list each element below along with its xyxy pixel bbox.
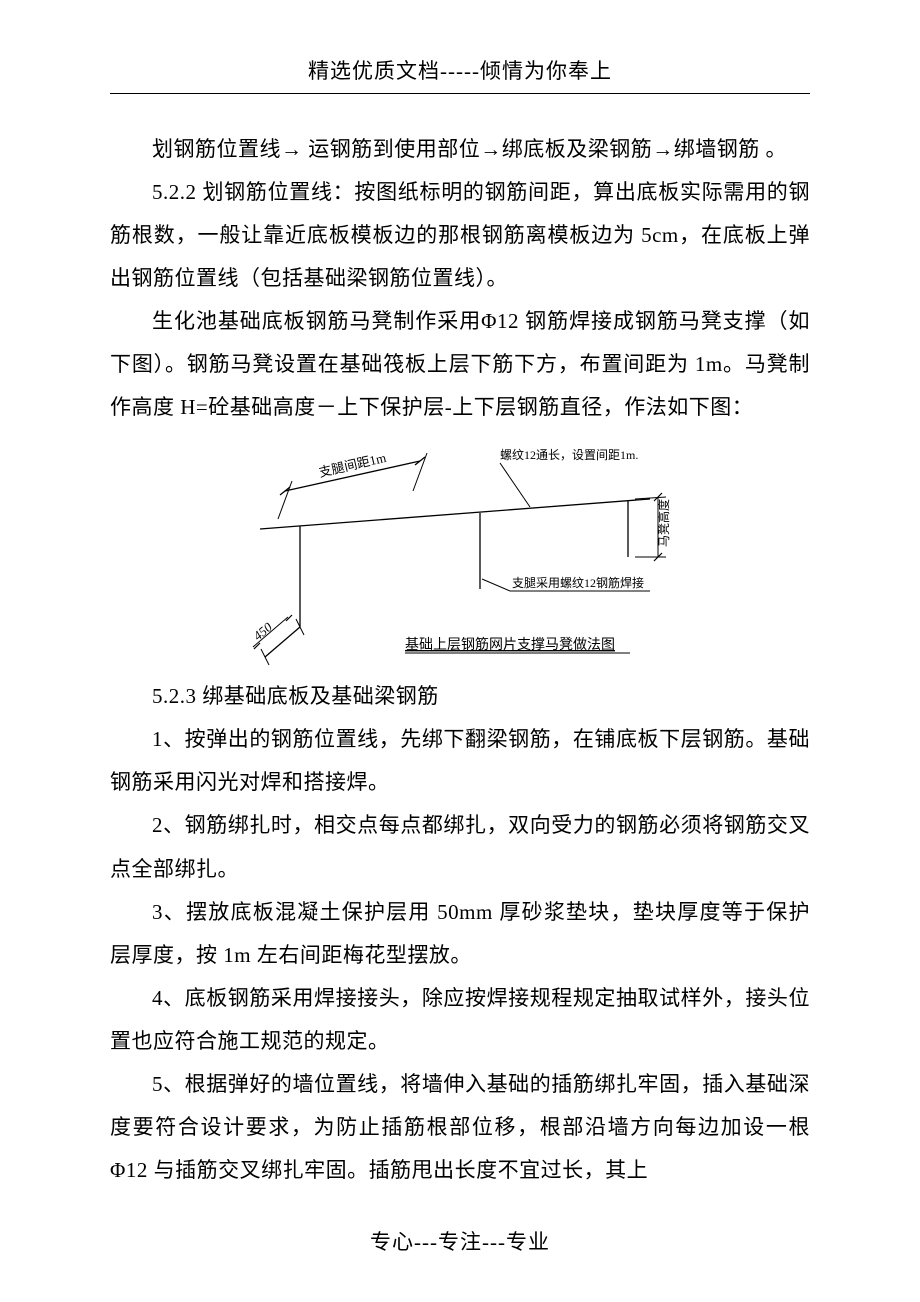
dim-right-top xyxy=(635,497,666,499)
diagram-title: 基础上层钢筋网片支撑马凳做法图 xyxy=(405,636,615,653)
page-header: 精选优质文档-----倾情为你奉上 xyxy=(110,55,810,94)
leader-mid xyxy=(482,579,510,591)
foot-tick2 xyxy=(261,649,269,665)
header-text: 精选优质文档-----倾情为你奉上 xyxy=(308,59,612,83)
paragraph: 生化池基础底板钢筋马凳制作采用Φ12 钢筋焊接成钢筋马凳支撑（如下图）。钢筋马凳… xyxy=(110,300,810,429)
paragraph: 1、按弹出的钢筋位置线，先绑下翻梁钢筋，在铺底板下层钢筋。基础钢筋采用闪光对焊和… xyxy=(110,718,810,804)
label-thread-top: 螺纹12通长，设置间距1m. xyxy=(500,448,638,462)
label-leg-weld: 支腿采用螺纹12钢筋焊接 xyxy=(512,575,644,590)
dim-tick-right xyxy=(413,453,427,491)
paragraph: 3、摆放底板混凝土保护层用 50mm 厚砂浆垫块，垫块厚度等于保护层厚度，按 1… xyxy=(110,891,810,977)
paragraph: 5.2.2 划钢筋位置线：按图纸标明的钢筋间距，算出底板实际需用的钢筋根数，一般… xyxy=(110,171,810,300)
paragraph: 4、底板钢筋采用焊接接头，除应按焊接规程规定抽取试样外，接头位置也应符合施工规范… xyxy=(110,977,810,1063)
dim-tick-left xyxy=(278,481,292,519)
label-height: 马凳高度 xyxy=(656,499,671,547)
rebar-stool-diagram: 支腿间距1m 螺纹12通长，设置间距1m. 马凳高度 支腿采用螺纹12钢筋焊接 xyxy=(230,439,690,669)
paragraph: 5.2.3 绑基础底板及基础梁钢筋 xyxy=(110,675,810,718)
footer-text: 专心---专注---专业 xyxy=(370,1230,550,1254)
body-text: 划钢筋位置线→ 运钢筋到使用部位→绑底板及梁钢筋→绑墙钢筋 。 5.2.2 划钢… xyxy=(110,128,810,429)
page-container: 精选优质文档-----倾情为你奉上 划钢筋位置线→ 运钢筋到使用部位→绑底板及梁… xyxy=(0,0,920,1192)
label-450: 450 xyxy=(250,619,275,643)
paragraph: 5、根据弹好的墙位置线，将墙伸入基础的插筋绑扎牢固，插入基础深度要符合设计要求，… xyxy=(110,1063,810,1192)
main-bar xyxy=(260,499,650,529)
diagram-container: 支腿间距1m 螺纹12通长，设置间距1m. 马凳高度 支腿采用螺纹12钢筋焊接 xyxy=(110,439,810,669)
paragraph: 划钢筋位置线→ 运钢筋到使用部位→绑底板及梁钢筋→绑墙钢筋 。 xyxy=(110,128,810,171)
page-footer: 专心---专注---专业 xyxy=(0,1226,920,1256)
leader-top-right xyxy=(500,463,530,507)
body-text-2: 5.2.3 绑基础底板及基础梁钢筋 1、按弹出的钢筋位置线，先绑下翻梁钢筋，在铺… xyxy=(110,675,810,1192)
paragraph: 2、钢筋绑扎时，相交点每点都绑扎，双向受力的钢筋必须将钢筋交叉点全部绑扎。 xyxy=(110,804,810,890)
